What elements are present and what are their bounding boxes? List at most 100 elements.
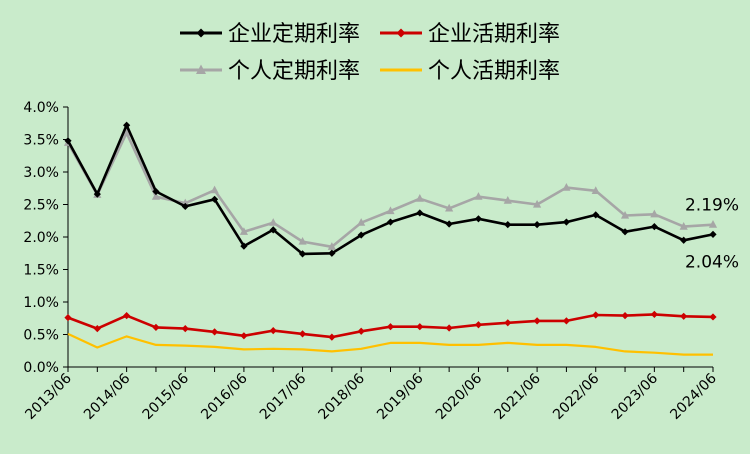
series-point [123, 121, 131, 129]
series-point [474, 192, 483, 200]
series-point [122, 128, 131, 137]
x-tick-label: 2016/06 [198, 370, 251, 423]
series-point [357, 231, 365, 239]
series-point [621, 312, 629, 320]
series-point [504, 221, 512, 229]
series-point [562, 183, 571, 191]
x-tick-label: 2024/06 [667, 370, 720, 423]
series-line [66, 123, 714, 256]
series-point [210, 195, 219, 203]
x-tick-label: 2017/06 [257, 370, 310, 423]
series-point [210, 328, 219, 336]
series-point [327, 242, 336, 250]
series-point [181, 325, 189, 333]
series-point [621, 228, 629, 236]
end-value-label: 2.04% [685, 252, 739, 272]
series-point [650, 209, 659, 218]
series-point [240, 332, 248, 340]
series-point [298, 250, 307, 258]
series-point [386, 218, 395, 226]
end-value-label: 2.19% [685, 196, 739, 216]
series-point [416, 209, 424, 217]
series-line [67, 332, 713, 356]
series-point [679, 222, 688, 230]
series-point [709, 313, 717, 321]
series-line [66, 131, 714, 249]
x-tick-label: 2015/06 [140, 370, 193, 423]
series-point [210, 185, 219, 194]
series-point [562, 218, 571, 226]
series-point [269, 327, 277, 335]
series-point [152, 187, 160, 196]
series-point [151, 192, 161, 200]
y-tick-label: 4.0% [23, 100, 59, 116]
legend-marker [396, 28, 406, 38]
series-point [93, 325, 101, 333]
series-point [64, 137, 72, 145]
series-point [123, 312, 131, 320]
series-point [239, 227, 249, 235]
legend-label: 企业活期利率 [428, 22, 560, 47]
y-tick-label: 0.0% [23, 360, 59, 376]
x-tick-label: 2019/06 [374, 370, 427, 423]
series-point [474, 321, 483, 329]
series-point [445, 324, 453, 332]
series-point [64, 314, 72, 322]
x-tick-label: 2014/06 [81, 370, 134, 423]
y-tick-label: 0.5% [23, 328, 59, 344]
y-tick-label: 1.0% [23, 295, 59, 311]
series-point [152, 323, 160, 331]
series-point [240, 242, 248, 250]
series-point [269, 226, 277, 234]
y-tick-label: 2.5% [23, 198, 59, 214]
series-point [533, 221, 541, 229]
x-tick-label: 2020/06 [433, 370, 486, 423]
series-point [592, 211, 600, 219]
series-point [533, 317, 541, 325]
series-point [386, 206, 395, 215]
series-point [650, 223, 658, 231]
series-point [592, 311, 600, 319]
series-point [298, 330, 307, 338]
y-tick-label: 2.0% [23, 230, 59, 246]
series-point [532, 199, 542, 208]
series-point [416, 323, 424, 331]
series-point [504, 319, 512, 327]
series-point [386, 323, 395, 331]
series-point [328, 333, 336, 341]
series-point [328, 249, 336, 257]
series-point [415, 194, 424, 202]
series-point [680, 312, 688, 320]
series-point [650, 310, 658, 318]
x-tick-label: 2018/06 [316, 370, 369, 423]
series-point [620, 210, 630, 219]
series-point [591, 186, 600, 194]
x-tick-label: 2013/06 [22, 370, 75, 423]
y-tick-label: 3.0% [23, 165, 59, 181]
series-point [474, 215, 483, 223]
series-point [269, 218, 278, 226]
x-tick-label: 2023/06 [609, 370, 662, 423]
series-point [709, 230, 717, 238]
legend-label: 个人活期利率 [428, 59, 560, 84]
series-point [357, 218, 366, 226]
y-tick-label: 3.5% [23, 133, 59, 149]
x-tick-label: 2021/06 [491, 370, 544, 423]
x-tick-label: 2022/06 [550, 370, 603, 423]
y-tick-label: 1.5% [23, 263, 59, 279]
series-point [680, 236, 688, 244]
series-point [708, 220, 718, 228]
legend-marker [196, 28, 206, 38]
legend-label: 个人定期利率 [228, 59, 360, 84]
series-point [357, 327, 365, 335]
legend-marker [196, 64, 206, 74]
series-point [503, 196, 512, 204]
series-point [445, 203, 454, 212]
series-point [181, 202, 189, 211]
series-point [298, 236, 307, 245]
legend-label: 企业定期利率 [228, 22, 360, 47]
series-point [562, 317, 571, 325]
series-point [93, 190, 101, 198]
